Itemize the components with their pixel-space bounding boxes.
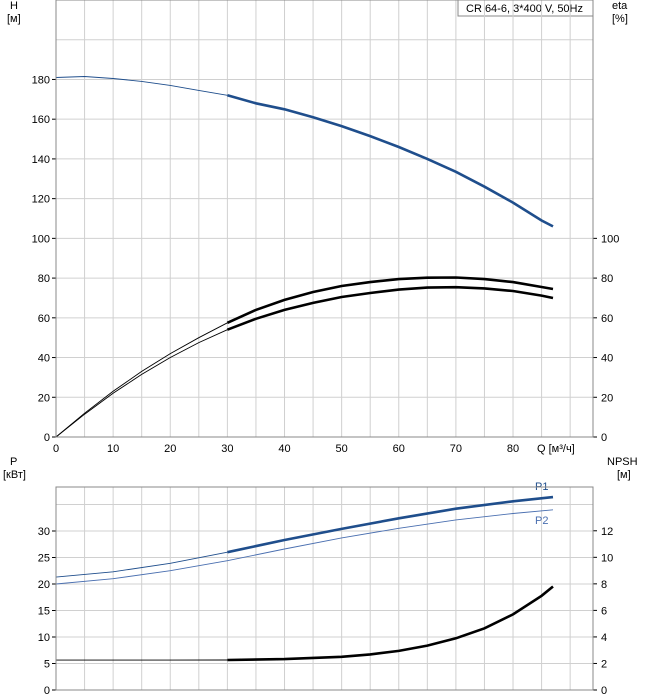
left-tick-label: 60 <box>38 313 50 325</box>
right-tick-label: 2 <box>601 658 607 670</box>
x-tick-label: 20 <box>164 443 176 455</box>
left-tick-label: 100 <box>32 233 50 245</box>
left-tick-label: 20 <box>38 579 50 591</box>
right-tick-label: 4 <box>601 632 607 644</box>
right-tick-label: 8 <box>601 579 607 591</box>
left-tick-label: 15 <box>38 605 50 617</box>
bottom-right-axis-label-2: [м] <box>617 469 631 481</box>
series-line-thin-0-0 <box>55 76 228 96</box>
left-tick-label: 120 <box>32 194 50 206</box>
left-tick-label: 0 <box>44 685 50 697</box>
series-line-thin-0-2 <box>55 329 228 438</box>
right-tick-label: 6 <box>601 605 607 617</box>
bottom-left-axis-label-2: [кВт] <box>3 469 26 481</box>
right-tick-label: 0 <box>601 685 607 697</box>
left-tick-label: 140 <box>32 154 50 166</box>
right-tick-label: 40 <box>601 353 613 365</box>
series-line-0-2 <box>226 285 554 331</box>
x-axis-label: Q [м³/ч] <box>537 443 575 455</box>
right-tick-label: 0 <box>601 432 607 444</box>
left-tick-label: 25 <box>38 552 50 564</box>
chart-title: CR 64-6, 3*400 V, 50Hz <box>466 3 583 15</box>
data-series <box>55 76 554 662</box>
left-tick-label: 20 <box>38 392 50 404</box>
x-tick-label: 60 <box>393 443 405 455</box>
series-line-thin-1-0 <box>55 551 228 578</box>
right-tick-label: 12 <box>601 526 613 538</box>
series-line-0-0 <box>227 94 554 228</box>
top-left-axis-label-2: [м] <box>7 13 21 25</box>
bottom-gridlines <box>56 487 593 691</box>
right-tick-label: 60 <box>601 313 613 325</box>
series-label-p2: P2 <box>535 515 548 527</box>
top-right-axis-label-1: eta <box>612 0 628 12</box>
right-tick-label: 10 <box>601 552 613 564</box>
top-right-axis-label-2: [%] <box>612 13 628 25</box>
bottom-left-axis-label-1: P <box>10 456 17 468</box>
left-tick-label: 180 <box>32 74 50 86</box>
x-tick-label: 0 <box>53 443 59 455</box>
left-tick-label: 80 <box>38 273 50 285</box>
series-line-thin-0-1 <box>55 322 228 438</box>
left-tick-label: 40 <box>38 353 50 365</box>
x-tick-label: 10 <box>107 443 119 455</box>
left-tick-label: 0 <box>44 432 50 444</box>
series-line-0-1 <box>226 276 554 324</box>
top-left-axis-label-1: H <box>10 0 18 12</box>
right-tick-label: 100 <box>601 233 619 245</box>
series-line-1-2 <box>227 585 554 662</box>
title-box: CR 64-6, 3*400 V, 50Hz <box>457 0 594 17</box>
left-tick-label: 5 <box>44 658 50 670</box>
plot-frame <box>55 486 594 691</box>
x-tick-label: 80 <box>507 443 519 455</box>
plot-frame <box>55 0 594 438</box>
tick-labels: 0204060801001201401601800204060801000510… <box>32 74 620 697</box>
series-line-thin-1-1 <box>55 509 554 585</box>
x-tick-label: 50 <box>336 443 348 455</box>
left-tick-label: 10 <box>38 632 50 644</box>
x-tick-label: 70 <box>450 443 462 455</box>
left-tick-label: 30 <box>38 526 50 538</box>
right-tick-label: 20 <box>601 392 613 404</box>
x-tick-label: 30 <box>221 443 233 455</box>
top-gridlines <box>56 0 593 438</box>
x-tick-label: 40 <box>278 443 290 455</box>
left-tick-label: 160 <box>32 114 50 126</box>
bottom-right-axis-label-1: NPSH <box>607 456 638 468</box>
series-line-1-0 <box>227 495 554 554</box>
right-tick-label: 80 <box>601 273 613 285</box>
